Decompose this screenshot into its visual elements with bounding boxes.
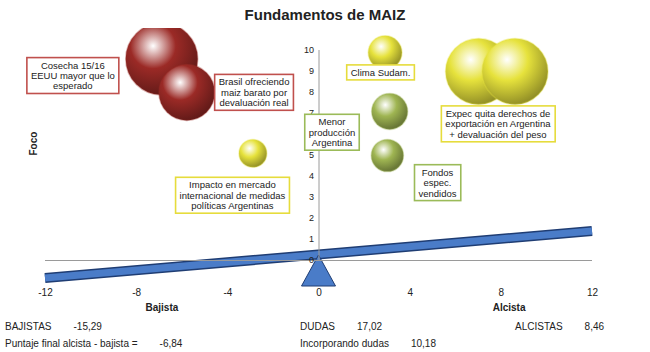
svg-text:0: 0 <box>316 287 322 298</box>
svg-text:Expec quita derechos deexporta: Expec quita derechos deexportación en Ar… <box>445 108 551 140</box>
html-text:BAJISTAS: BAJISTAS <box>5 321 52 332</box>
svg-text:10: 10 <box>304 45 314 55</box>
html-text:10,18: 10,18 <box>411 338 436 349</box>
html-text:Incorporando dudas: Incorporando dudas <box>300 338 389 349</box>
svg-text:Cosecha 15/16EEUU mayor que lo: Cosecha 15/16EEUU mayor que loesperado <box>31 60 115 92</box>
svg-text:MenorproducciónArgentina: MenorproducciónArgentina <box>309 116 355 148</box>
svg-text:Impacto en mercadointernaciona: Impacto en mercadointernacional de medid… <box>180 179 286 211</box>
svg-text:Clima Sudam.: Clima Sudam. <box>351 67 411 78</box>
svg-text:0: 0 <box>309 255 314 265</box>
svg-text:9: 9 <box>309 66 314 76</box>
svg-text:Fondosespec.vendidos: Fondosespec.vendidos <box>419 167 457 199</box>
svg-text:-12: -12 <box>38 287 53 298</box>
html-text:Fundamentos de MAIZ: Fundamentos de MAIZ <box>244 6 406 23</box>
svg-text:12: 12 <box>587 287 599 298</box>
svg-text:8: 8 <box>499 287 505 298</box>
svg-text:5: 5 <box>309 150 314 160</box>
html-text:ALCISTAS: ALCISTAS <box>515 321 563 332</box>
svg-text:4: 4 <box>407 287 413 298</box>
svg-text:-4: -4 <box>223 287 232 298</box>
svg-text:Foco: Foco <box>28 132 39 156</box>
svg-text:-8: -8 <box>132 287 141 298</box>
html-text:17,02: 17,02 <box>357 321 382 332</box>
svg-text:7: 7 <box>309 108 314 119</box>
html-text:-15,29: -15,29 <box>73 321 102 332</box>
html-text:DUDAS: DUDAS <box>300 321 335 332</box>
svg-text:Bajista: Bajista <box>146 302 179 313</box>
svg-text:2: 2 <box>309 213 314 223</box>
svg-text:8: 8 <box>309 87 314 97</box>
svg-text:Alcista: Alcista <box>493 302 526 313</box>
html-text:8,46: 8,46 <box>584 321 605 332</box>
svg-text:4: 4 <box>309 171 314 181</box>
svg-text:3: 3 <box>309 192 314 202</box>
svg-text:Brasil ofreciendomaiz barato p: Brasil ofreciendomaiz barato pordevaluac… <box>219 76 290 108</box>
html-text:Puntaje final alcista - bajist: Puntaje final alcista - bajista = <box>5 338 138 349</box>
svg-text:1: 1 <box>309 234 314 244</box>
html-text:-6,84: -6,84 <box>159 338 183 349</box>
